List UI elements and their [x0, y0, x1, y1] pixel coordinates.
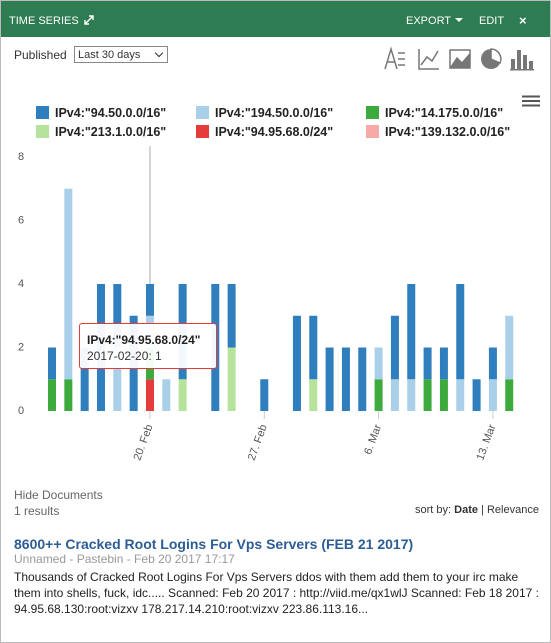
y-tick-label: 6: [18, 214, 24, 226]
y-tick-label: 2: [18, 341, 24, 353]
x-tick-label: 20. Feb: [131, 423, 155, 462]
bar-segment: [227, 284, 236, 348]
legend-item[interactable]: IPv4:"194.50.0.0/16": [196, 106, 334, 120]
chart-menu-icon[interactable]: [522, 95, 540, 107]
range-select[interactable]: Last 30 days: [74, 46, 168, 63]
legend-item[interactable]: IPv4:"94.95.68.0/24": [196, 125, 334, 139]
bar-segment: [505, 315, 514, 380]
bar-segment: [309, 379, 318, 411]
y-tick-label: 0: [18, 405, 24, 417]
tooltip: IPv4:"94.95.68.0/24" 2017-02-20: 1: [79, 323, 217, 369]
result-snippet: Thousands of Cracked Root Logins For Vps…: [14, 570, 539, 616]
panel-title: TIME SERIES: [9, 15, 79, 27]
bar-segment: [407, 379, 416, 411]
bar-segment: [423, 379, 432, 411]
bar-segment: [374, 379, 383, 411]
sort-separator: |: [481, 504, 484, 516]
bar-segment: [390, 379, 399, 411]
chart: 0 2 4 6 8 20. Feb 27. Feb 6. Mar 13. Mar: [18, 146, 514, 462]
range-select-value[interactable]: Last 30 days: [78, 49, 141, 61]
sort-label: sort by:: [415, 504, 452, 516]
export-menu[interactable]: EXPORT: [406, 15, 464, 27]
sort-option[interactable]: Relevance: [486, 504, 539, 516]
bar-segment: [488, 379, 497, 411]
legend-label: IPv4:"94.50.0.0/16": [55, 106, 167, 120]
y-tick-label: 8: [18, 151, 24, 163]
bar-segment: [162, 379, 171, 411]
bar-segment: [178, 379, 187, 411]
close-button[interactable]: ×: [519, 13, 527, 28]
bar-segment: [423, 347, 432, 380]
legend-label: IPv4:"14.175.0.0/16": [385, 106, 504, 120]
legend-swatch: [196, 125, 209, 138]
bar-segment: [341, 347, 350, 411]
result-title[interactable]: 8600++ Cracked Root Logins For Vps Serve…: [14, 536, 414, 552]
bar-segment: [48, 379, 56, 411]
legend-label: IPv4:"94.95.68.0/24": [215, 125, 334, 139]
chart-type-icons: [384, 46, 534, 71]
bar-segment: [80, 347, 89, 411]
bar-segment: [113, 284, 122, 348]
header-bar: TIME SERIES EXPORT EDIT ×: [1, 1, 550, 37]
bar-segment: [309, 315, 318, 380]
export-label[interactable]: EXPORT: [406, 15, 452, 27]
bar-segment: [358, 347, 367, 411]
bar-segment: [374, 347, 383, 380]
bar-segment: [456, 379, 465, 411]
legend-item[interactable]: IPv4:"139.132.0.0/16": [366, 125, 511, 139]
bar-segment: [113, 347, 122, 411]
x-tick-label: 27. Feb: [246, 423, 270, 462]
y-tick-label: 4: [18, 278, 24, 290]
legend-swatch: [196, 106, 209, 119]
tooltip-text: 2017-02-20: 1: [87, 349, 162, 363]
bar-segment: [439, 347, 448, 380]
result-meta: Unnamed - Pastebin - Feb 20 2017 17:17: [14, 552, 235, 566]
bar-icon[interactable]: [510, 50, 534, 71]
bar-segment: [64, 379, 73, 411]
sort-bar: sort by: Date | Relevance: [415, 504, 539, 516]
x-tick-label: 6. Mar: [362, 423, 384, 457]
legend-label: IPv4:"213.1.0.0/16": [55, 125, 167, 139]
result-count: 1 results: [14, 504, 60, 518]
legend-item[interactable]: IPv4:"94.50.0.0/16": [36, 106, 167, 120]
sort-option[interactable]: Date: [454, 504, 478, 516]
bar-segment: [456, 284, 465, 380]
legend-swatch: [36, 106, 49, 119]
x-tick-label: 13. Mar: [474, 423, 498, 462]
line-icon[interactable]: [418, 49, 439, 70]
bar-segment: [488, 347, 497, 380]
bar-segment: [505, 379, 514, 411]
area-icon[interactable]: [449, 49, 471, 69]
tooltip-title: IPv4:"94.95.68.0/24": [87, 333, 201, 347]
bar-segment: [145, 284, 154, 316]
bar-segment: [48, 347, 56, 380]
legend-swatch: [366, 106, 379, 119]
published-label: Published: [14, 48, 67, 62]
legend-swatch: [36, 125, 49, 138]
legend-item[interactable]: IPv4:"213.1.0.0/16": [36, 125, 167, 139]
legend-swatch: [366, 125, 379, 138]
bar-segment: [407, 284, 416, 380]
bar-segment: [472, 379, 481, 411]
bar-segment: [260, 379, 269, 411]
legend-item[interactable]: IPv4:"14.175.0.0/16": [366, 106, 504, 120]
pie-icon[interactable]: [481, 48, 502, 69]
hide-documents[interactable]: Hide Documents: [14, 488, 103, 502]
bar-segment: [145, 379, 154, 411]
bar-segment: [439, 379, 448, 411]
bar-segment: [292, 315, 301, 411]
bar-segment: [227, 347, 236, 411]
expand-icon[interactable]: [84, 15, 94, 25]
bar-segment: [390, 315, 399, 380]
bar-segment: [64, 188, 73, 380]
text-icon[interactable]: [384, 46, 405, 70]
bar-segment: [325, 347, 334, 411]
legend-label: IPv4:"139.132.0.0/16": [385, 125, 511, 139]
legend-label: IPv4:"194.50.0.0/16": [215, 106, 334, 120]
edit-button[interactable]: EDIT: [479, 15, 505, 27]
